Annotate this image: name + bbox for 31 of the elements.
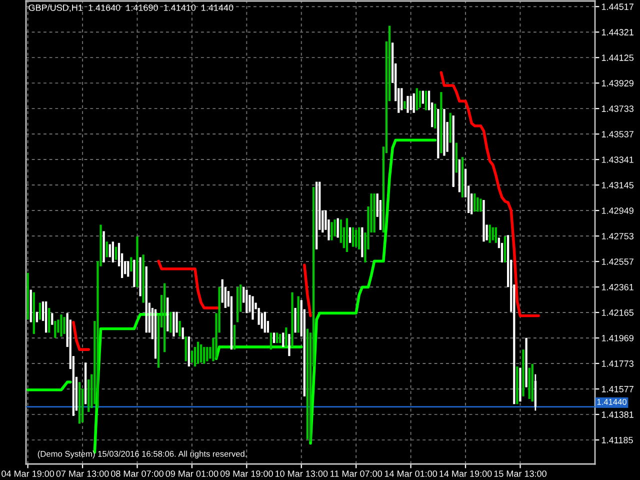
y-tick-label: 1.44321 [602, 29, 634, 36]
y-tick-label: 1.42165 [602, 309, 634, 316]
y-tick-label: 1.41773 [602, 360, 634, 367]
annotation: (Demo System) 15/03/2016 16:58:06. All rights reserved. [38, 450, 246, 458]
y-tick-label: 1.42557 [602, 258, 634, 265]
y-tick-label: 1.43537 [602, 131, 634, 138]
x-tick-label: 09 Mar 19:00 [220, 470, 273, 477]
y-tick-label: 1.41381 [602, 411, 634, 418]
ref-line-label: 1.41440 [597, 398, 627, 405]
y-tick-label: 1.44125 [602, 54, 634, 61]
y-tick-label: 1.43341 [602, 156, 634, 163]
chart-title: GBP/USD,H1 1.41640 1.41690 1.41410 1.41440 [28, 4, 234, 12]
x-tick-label: 10 Mar 13:00 [275, 470, 328, 477]
x-tick-label: 08 Mar 07:00 [111, 470, 164, 477]
x-tick-label: 14 Mar 19:00 [440, 470, 492, 477]
y-tick-label: 1.42949 [602, 207, 634, 214]
y-tick-label: 1.41969 [602, 334, 634, 342]
y-tick-label: 1.41577 [602, 386, 634, 392]
y-tick-label: 1.42361 [602, 284, 634, 290]
x-tick-label: 09 Mar 01:00 [166, 470, 218, 477]
x-tick-label: 07 Mar 13:00 [56, 470, 109, 477]
x-tick-label: 15 Mar 13:00 [494, 470, 546, 477]
y-tick-label: 1.43929 [602, 80, 634, 86]
x-tick-label: 11 Mar 07:00 [330, 470, 382, 477]
x-tick-label: 14 Mar 01:00 [384, 470, 438, 477]
x-tick-label: 04 Mar 19:00 [2, 470, 54, 477]
y-tick-label: 1.41185 [602, 436, 633, 444]
y-tick-label: 1.44517 [602, 4, 634, 10]
y-tick-label: 1.43733 [602, 106, 634, 112]
y-tick-label: 1.43145 [602, 182, 634, 188]
y-tick-label: 1.42753 [602, 232, 634, 240]
